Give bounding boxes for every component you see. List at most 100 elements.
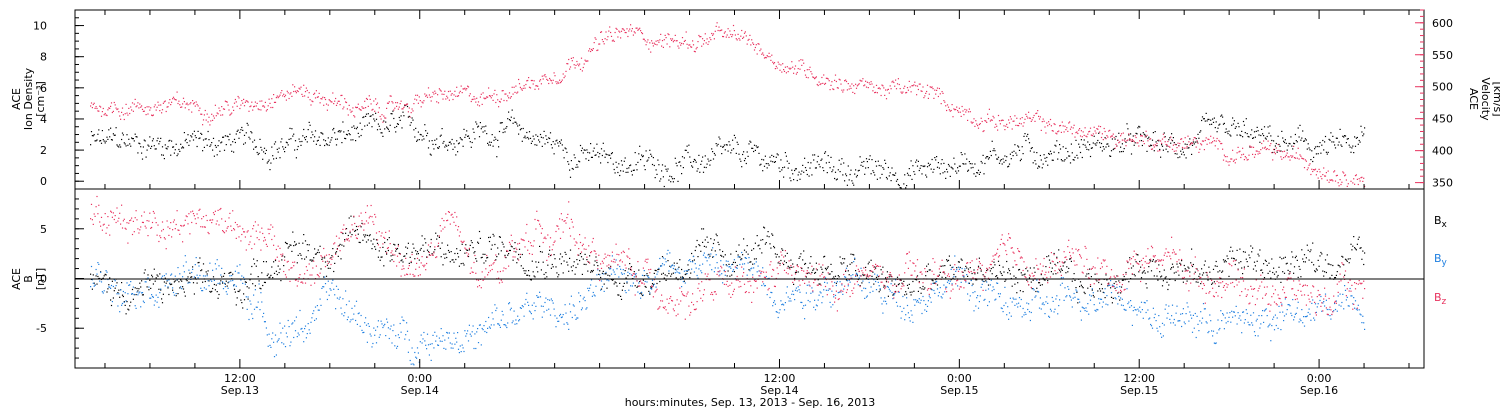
- data-point: [1009, 116, 1011, 118]
- data-point: [967, 119, 969, 121]
- data-point: [579, 63, 581, 65]
- data-point: [828, 161, 830, 163]
- data-point: [524, 87, 526, 89]
- data-point: [776, 67, 778, 69]
- data-point: [257, 276, 259, 278]
- data-point: [1038, 118, 1041, 120]
- data-point: [702, 263, 704, 265]
- data-point: [1333, 171, 1335, 173]
- data-point: [865, 80, 867, 82]
- data-point: [839, 171, 841, 173]
- data-point: [1213, 140, 1215, 142]
- data-point: [752, 263, 754, 265]
- data-point: [243, 134, 246, 136]
- data-point: [222, 136, 225, 138]
- data-point: [291, 128, 293, 130]
- data-point: [238, 272, 240, 274]
- data-point: [360, 226, 362, 228]
- data-point: [360, 314, 362, 317]
- data-point: [183, 291, 185, 293]
- data-point: [1157, 139, 1159, 142]
- data-point: [663, 39, 665, 41]
- data-point: [341, 244, 343, 246]
- data-point: [1263, 147, 1266, 149]
- data-point: [563, 260, 565, 262]
- data-point: [208, 139, 210, 141]
- data-point: [633, 271, 635, 273]
- data-point: [829, 167, 831, 169]
- data-point: [836, 87, 838, 89]
- data-point: [930, 168, 932, 170]
- data-point: [375, 118, 378, 120]
- data-point: [1323, 275, 1325, 277]
- data-point: [850, 169, 852, 171]
- data-point: [880, 269, 882, 271]
- data-point: [322, 286, 324, 288]
- data-point: [284, 94, 287, 96]
- data-point: [890, 88, 892, 90]
- data-point: [228, 281, 230, 283]
- data-point: [430, 100, 432, 102]
- data-point: [628, 30, 630, 32]
- data-point: [1135, 136, 1137, 139]
- data-point: [641, 156, 644, 158]
- data-point: [1124, 138, 1126, 140]
- data-point: [983, 280, 985, 283]
- data-point: [495, 101, 497, 104]
- data-point: [973, 118, 975, 120]
- field-points-1: [90, 247, 1366, 366]
- data-point: [1110, 287, 1112, 289]
- data-point: [461, 344, 463, 346]
- data-point: [913, 171, 915, 173]
- data-point: [292, 84, 294, 86]
- data-point: [854, 258, 856, 260]
- data-point: [958, 165, 960, 167]
- data-point: [707, 254, 709, 256]
- data-point: [1228, 130, 1230, 132]
- data-point: [1187, 147, 1189, 149]
- data-point: [621, 289, 623, 291]
- data-point: [761, 284, 763, 287]
- data-point: [1029, 117, 1031, 119]
- data-point: [373, 118, 375, 120]
- data-point: [945, 277, 947, 279]
- data-point: [402, 261, 404, 263]
- data-point: [647, 276, 649, 278]
- data-point: [667, 33, 669, 35]
- data-point: [368, 122, 370, 124]
- data-point: [789, 297, 791, 300]
- data-point: [581, 70, 583, 72]
- data-point: [905, 92, 907, 94]
- data-point: [504, 254, 506, 256]
- data-point: [420, 334, 422, 336]
- data-point: [260, 109, 262, 111]
- data-point: [1025, 268, 1027, 270]
- data-point: [589, 48, 591, 50]
- data-point: [875, 267, 877, 269]
- data-point: [396, 345, 399, 347]
- data-point: [893, 293, 895, 295]
- data-point: [287, 247, 289, 249]
- data-point: [527, 301, 529, 303]
- data-point: [966, 267, 968, 269]
- data-point: [1290, 136, 1292, 138]
- data-point: [525, 137, 527, 139]
- data-point: [288, 326, 290, 328]
- data-point: [569, 257, 571, 259]
- data-point: [728, 141, 730, 143]
- data-point: [781, 71, 783, 73]
- data-point: [125, 145, 127, 147]
- data-point: [982, 130, 984, 133]
- data-point: [308, 244, 310, 246]
- data-point: [1253, 131, 1256, 133]
- data-point: [762, 267, 764, 269]
- data-point: [1095, 132, 1097, 134]
- data-point: [509, 309, 511, 311]
- data-point: [644, 40, 646, 42]
- data-point: [1307, 249, 1309, 251]
- data-point: [958, 107, 960, 109]
- data-point: [445, 253, 447, 255]
- data-point: [200, 287, 202, 289]
- data-point: [1164, 136, 1166, 138]
- data-point: [1151, 139, 1154, 141]
